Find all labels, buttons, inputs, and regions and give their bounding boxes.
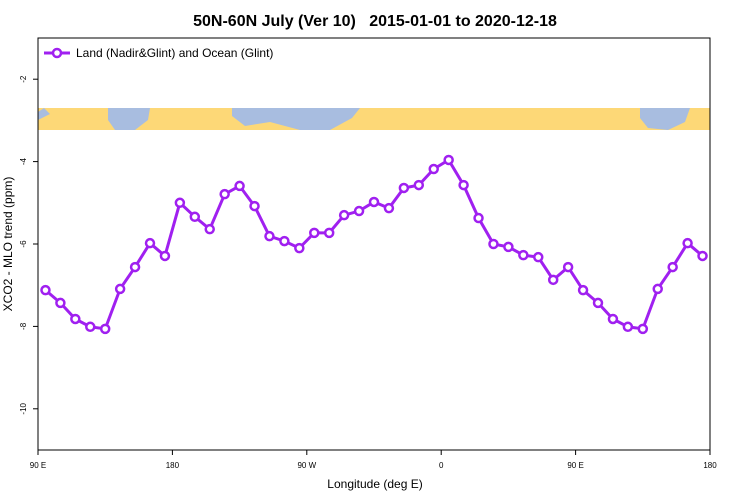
point [533, 251, 544, 263]
point [353, 205, 365, 217]
point [607, 313, 619, 325]
point [428, 163, 439, 175]
point [652, 283, 663, 295]
x-tick-label: 0 [439, 461, 444, 470]
point [40, 284, 51, 296]
point [518, 249, 529, 261]
point [219, 188, 230, 200]
point [488, 238, 499, 250]
plot-frame [37, 37, 711, 451]
y-tick-label: -8 [19, 322, 28, 330]
point [637, 323, 649, 335]
point [697, 250, 708, 262]
point [458, 179, 469, 191]
point [234, 180, 245, 192]
point [667, 261, 678, 273]
point [503, 241, 514, 253]
legend-label: Land (Nadir&Glint) and Ocean (Glint) [76, 46, 273, 60]
point [368, 196, 380, 208]
point [309, 227, 320, 239]
point [592, 297, 604, 309]
x-tick-label: 90 E [30, 461, 46, 470]
point [55, 297, 66, 309]
point [622, 321, 634, 333]
point [114, 283, 126, 295]
y-tick-label: -6 [19, 240, 28, 248]
point [129, 261, 141, 273]
y-tick-label: -10 [19, 402, 28, 414]
x-tick-label: 180 [166, 461, 180, 470]
point [398, 182, 410, 194]
point [577, 284, 589, 296]
series-line [44, 157, 704, 331]
chart-title: 50N-60N July (Ver 10) 2015-01-01 to 2020… [193, 13, 557, 30]
point [85, 321, 96, 333]
x-tick-label: 90 E [567, 461, 583, 470]
point [562, 261, 574, 273]
legend-marker [51, 47, 63, 59]
point [682, 237, 693, 249]
point [174, 197, 186, 209]
point [547, 274, 559, 286]
y-tick-label: -2 [19, 75, 28, 83]
y-tick-label: -4 [19, 157, 28, 165]
x-tick-label: 90 W [297, 461, 316, 470]
point [189, 211, 201, 223]
point [443, 154, 454, 166]
point [204, 223, 215, 235]
point [249, 200, 260, 212]
point [99, 323, 111, 335]
point [473, 212, 484, 224]
point [413, 179, 425, 191]
point [338, 209, 350, 221]
y-axis-label: XCO2 - MLO trend (ppm) [1, 177, 15, 312]
point [159, 250, 171, 262]
point [279, 235, 290, 247]
x-tick-label: 180 [703, 461, 717, 470]
point [323, 227, 335, 239]
point [294, 242, 305, 254]
point [264, 230, 275, 242]
point [70, 313, 81, 325]
point [383, 202, 395, 214]
map-strip [38, 108, 710, 130]
point [144, 237, 156, 249]
x-axis-label: Longitude (deg E) [327, 477, 422, 491]
